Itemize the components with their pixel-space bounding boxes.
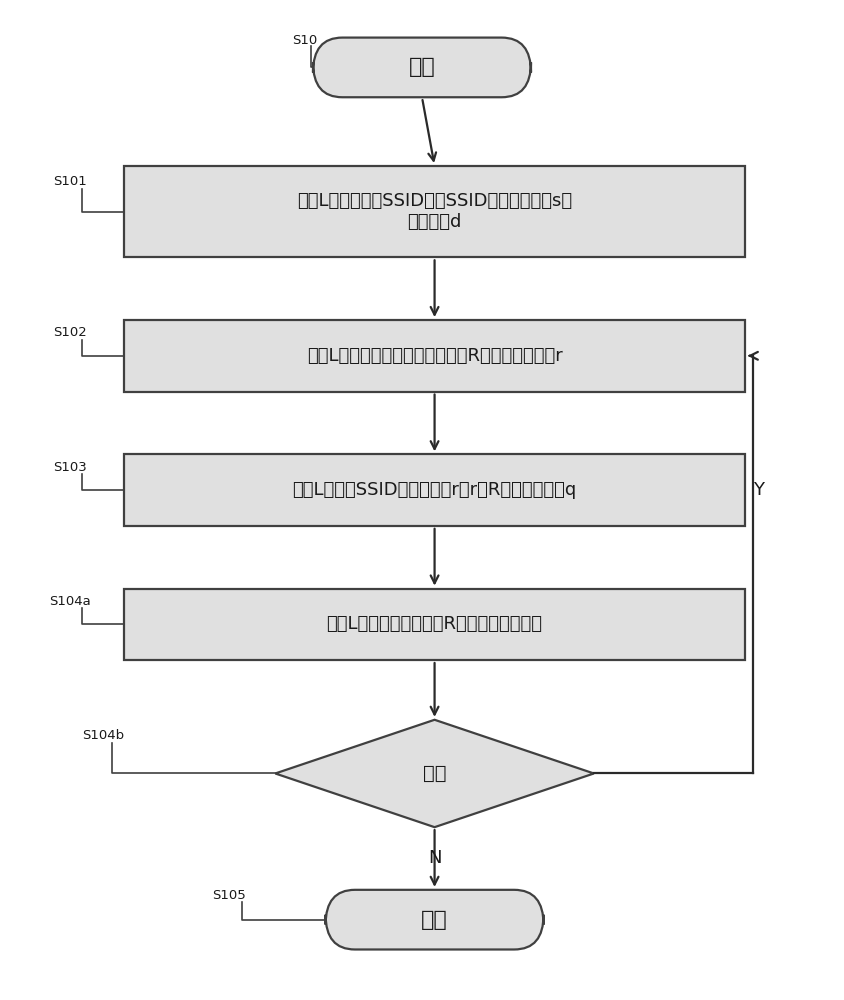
FancyBboxPatch shape — [326, 890, 544, 949]
Text: N: N — [428, 849, 441, 867]
Text: S104b: S104b — [83, 729, 125, 742]
FancyBboxPatch shape — [124, 166, 744, 257]
Text: S102: S102 — [53, 326, 87, 339]
Text: S105: S105 — [213, 889, 246, 902]
Text: S103: S103 — [53, 461, 87, 474]
Polygon shape — [275, 720, 594, 827]
FancyBboxPatch shape — [124, 454, 744, 526]
Text: 标签L通过第SSID广播随机数r反r在R中的位置信息q: 标签L通过第SSID广播随机数r反r在R中的位置信息q — [293, 481, 576, 499]
Text: 开始: 开始 — [408, 57, 436, 77]
FancyBboxPatch shape — [124, 320, 744, 392]
Text: 继续: 继续 — [423, 764, 446, 783]
Text: 标签L按从左向右的顺序循环选取R中的一个随机数r: 标签L按从左向右的顺序循环选取R中的一个随机数r — [306, 347, 562, 365]
FancyBboxPatch shape — [313, 38, 531, 97]
Text: 结束: 结束 — [421, 910, 448, 930]
Text: S104a: S104a — [49, 595, 90, 608]
Text: S10: S10 — [292, 34, 317, 47]
Text: Y: Y — [753, 481, 764, 499]
Text: S101: S101 — [53, 175, 87, 188]
Text: 标签L分别通过第SSID和第SSID广播随机种子s和
数字签名d: 标签L分别通过第SSID和第SSID广播随机种子s和 数字签名d — [297, 192, 572, 231]
Text: 标签L判断是否继续广播R中的下一个随机数: 标签L判断是否继续广播R中的下一个随机数 — [327, 615, 543, 633]
FancyBboxPatch shape — [124, 589, 744, 660]
